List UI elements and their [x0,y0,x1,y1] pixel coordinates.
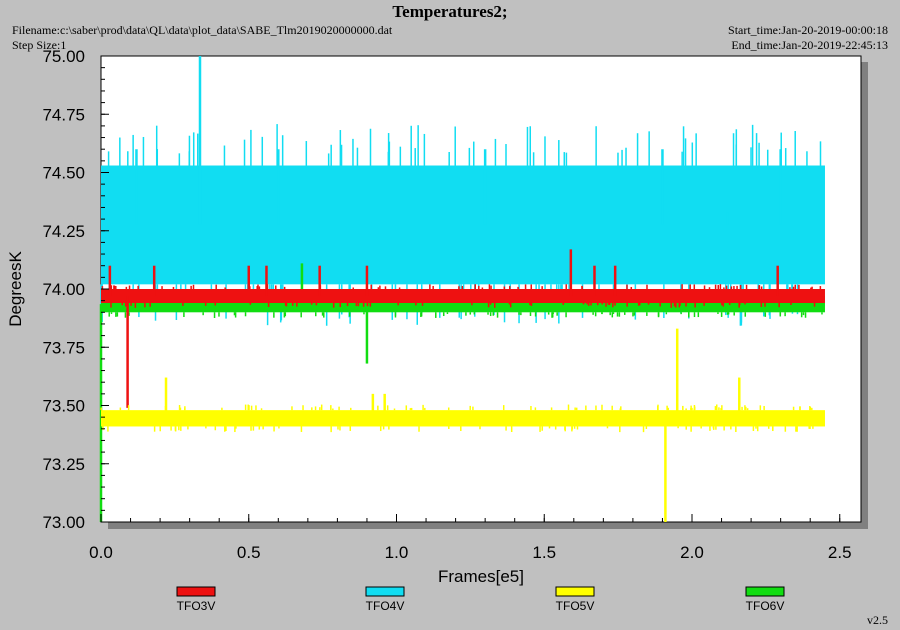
y-tick-label: 74.75 [42,105,85,124]
x-tick-label: 1.0 [385,543,409,562]
start-time-label: Start_time:Jan-20-2019-00:00:18 [728,23,888,37]
series-tfo5v [100,328,825,522]
y-tick-label: 74.50 [42,164,85,183]
legend-swatch-tfo6v [745,586,785,597]
series-band-tfo5v [101,410,825,427]
series-band-tfo4v [101,165,825,285]
x-tick-label: 0.0 [89,543,113,562]
filename-label: Filename:c:\saber\prod\data\QL\data\plot… [12,23,393,37]
x-tick-label: 2.0 [680,543,704,562]
x-axis-label: Frames[e5] [438,567,524,586]
series-band-tfo3v [101,289,825,303]
x-tick-label: 2.5 [828,543,852,562]
legend-swatch-tfo5v [555,586,595,597]
y-tick-label: 74.25 [42,222,85,241]
end-time-label: End_time:Jan-20-2019-22:45:13 [731,38,888,52]
y-tick-label: 73.75 [42,338,85,357]
step-size-label: Step Size:1 [12,38,67,52]
version-label: v2.5 [867,613,888,627]
y-tick-label: 74.00 [42,280,85,299]
y-tick-label: 75.00 [42,47,85,66]
series-layer [99,56,825,522]
legend-swatch-tfo4v [365,586,405,597]
y-tick-label: 73.25 [42,455,85,474]
legend-label-tfo5v: TFO5V [556,599,595,613]
y-axis-label: DegreesK [6,251,25,327]
legend-label-tfo6v: TFO6V [746,599,785,613]
y-tick-label: 73.00 [42,513,85,532]
legend-label-tfo3v: TFO3V [177,599,216,613]
chart-title: Temperatures2; [392,2,508,21]
series-tfo3v [101,249,825,408]
x-tick-label: 1.5 [532,543,556,562]
legend-label-tfo4v: TFO4V [366,599,405,613]
legend-swatch-tfo3v [176,586,216,597]
x-tick-label: 0.5 [237,543,261,562]
axis-layer: 73.00 73.25 73.50 73.75 74.00 74.25 74.50 74.75… [42,47,851,562]
y-tick-label: 73.50 [42,397,85,416]
legend: TFO3V TFO4V TFO5V TFO6V [176,586,785,613]
